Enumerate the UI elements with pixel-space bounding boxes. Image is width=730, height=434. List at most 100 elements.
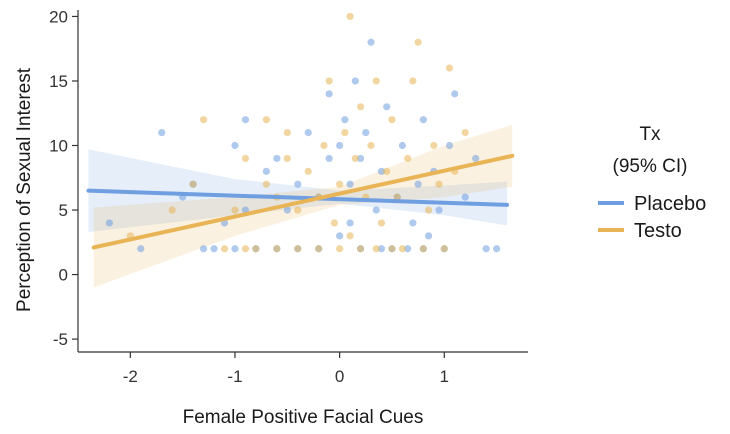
- data-point-placebo: [451, 90, 458, 97]
- data-point-placebo: [399, 142, 406, 149]
- x-tick-label: -2: [123, 367, 138, 386]
- legend: Tx (95% CI) Placebo Testo: [598, 124, 706, 242]
- data-point-placebo: [294, 181, 301, 188]
- data-point-testo: [231, 206, 238, 213]
- data-point-placebo: [158, 129, 165, 136]
- data-point-placebo: [446, 142, 453, 149]
- y-tick-label: 15: [49, 72, 68, 91]
- data-point-testo: [404, 155, 411, 162]
- x-tick-label: -1: [227, 367, 242, 386]
- data-point-testo: [341, 129, 348, 136]
- data-point-testo: [430, 142, 437, 149]
- x-axis-ticks: -2 -1 0 1: [123, 352, 449, 386]
- data-point-testo: [420, 245, 427, 252]
- data-point-placebo: [346, 181, 353, 188]
- data-point-testo: [320, 142, 327, 149]
- data-point-testo: [367, 142, 374, 149]
- data-point-placebo: [210, 245, 217, 252]
- data-point-testo: [462, 129, 469, 136]
- data-point-testo: [273, 245, 280, 252]
- data-point-testo: [435, 181, 442, 188]
- data-point-placebo: [242, 116, 249, 123]
- data-point-testo: [331, 219, 338, 226]
- data-point-testo: [373, 245, 380, 252]
- legend-title-line2: (95% CI): [613, 156, 688, 177]
- data-point-testo: [409, 77, 416, 84]
- data-point-placebo: [263, 168, 270, 175]
- data-point-testo: [336, 245, 343, 252]
- data-point-placebo: [425, 232, 432, 239]
- data-point-placebo: [462, 194, 469, 201]
- data-point-placebo: [383, 103, 390, 110]
- data-point-testo: [305, 168, 312, 175]
- data-point-testo: [221, 245, 228, 252]
- data-point-placebo: [346, 219, 353, 226]
- data-point-placebo: [305, 129, 312, 136]
- data-point-testo: [294, 245, 301, 252]
- data-point-placebo: [341, 116, 348, 123]
- data-point-testo: [284, 155, 291, 162]
- data-point-testo: [315, 245, 322, 252]
- legend-title-line1: Tx: [639, 124, 661, 145]
- data-point-placebo: [200, 245, 207, 252]
- y-tick-label: 20: [49, 7, 68, 26]
- data-point-testo: [446, 64, 453, 71]
- data-point-testo: [263, 116, 270, 123]
- legend-label-testo: Testo: [634, 220, 682, 242]
- data-point-placebo: [326, 155, 333, 162]
- data-point-placebo: [352, 77, 359, 84]
- data-point-placebo: [367, 39, 374, 46]
- data-point-placebo: [373, 206, 380, 213]
- data-point-placebo: [483, 245, 490, 252]
- data-point-testo: [326, 77, 333, 84]
- data-point-testo: [378, 219, 385, 226]
- data-point-testo: [388, 245, 395, 252]
- y-tick-label: 10: [49, 137, 68, 156]
- data-point-placebo: [106, 219, 113, 226]
- data-point-testo: [336, 181, 343, 188]
- data-point-testo: [357, 103, 364, 110]
- y-tick-label: -5: [53, 330, 68, 349]
- data-point-testo: [441, 245, 448, 252]
- data-point-placebo: [420, 116, 427, 123]
- x-tick-label: 0: [335, 367, 344, 386]
- legend-label-placebo: Placebo: [634, 193, 706, 215]
- x-tick-label: 1: [440, 367, 449, 386]
- y-axis-title: Perception of Sexual Interest: [14, 67, 35, 312]
- data-point-testo: [399, 245, 406, 252]
- data-point-testo: [425, 206, 432, 213]
- data-point-testo: [242, 155, 249, 162]
- x-axis-title: Female Positive Facial Cues: [183, 407, 424, 428]
- y-axis-ticks: -5 0 5 10 15 20: [49, 7, 78, 349]
- y-tick-label: 5: [59, 201, 68, 220]
- y-tick-label: 0: [59, 266, 68, 285]
- data-point-testo: [169, 206, 176, 213]
- data-point-placebo: [137, 245, 144, 252]
- data-point-testo: [252, 245, 259, 252]
- data-point-testo: [242, 245, 249, 252]
- data-point-testo: [388, 116, 395, 123]
- data-point-placebo: [231, 245, 238, 252]
- data-point-testo: [346, 232, 353, 239]
- data-point-placebo: [435, 206, 442, 213]
- data-point-testo: [294, 206, 301, 213]
- data-point-placebo: [326, 90, 333, 97]
- data-point-placebo: [273, 155, 280, 162]
- data-point-testo: [383, 168, 390, 175]
- data-point-placebo: [231, 142, 238, 149]
- data-point-testo: [346, 13, 353, 20]
- data-point-testo: [200, 116, 207, 123]
- confidence-bands: [88, 125, 512, 288]
- data-point-placebo: [362, 129, 369, 136]
- data-point-testo: [357, 245, 364, 252]
- data-point-placebo: [409, 219, 416, 226]
- data-point-testo: [352, 155, 359, 162]
- data-point-testo: [190, 181, 197, 188]
- data-point-placebo: [415, 181, 422, 188]
- data-point-testo: [284, 129, 291, 136]
- data-point-testo: [263, 181, 270, 188]
- data-point-placebo: [472, 155, 479, 162]
- data-point-testo: [373, 77, 380, 84]
- data-point-testo: [415, 39, 422, 46]
